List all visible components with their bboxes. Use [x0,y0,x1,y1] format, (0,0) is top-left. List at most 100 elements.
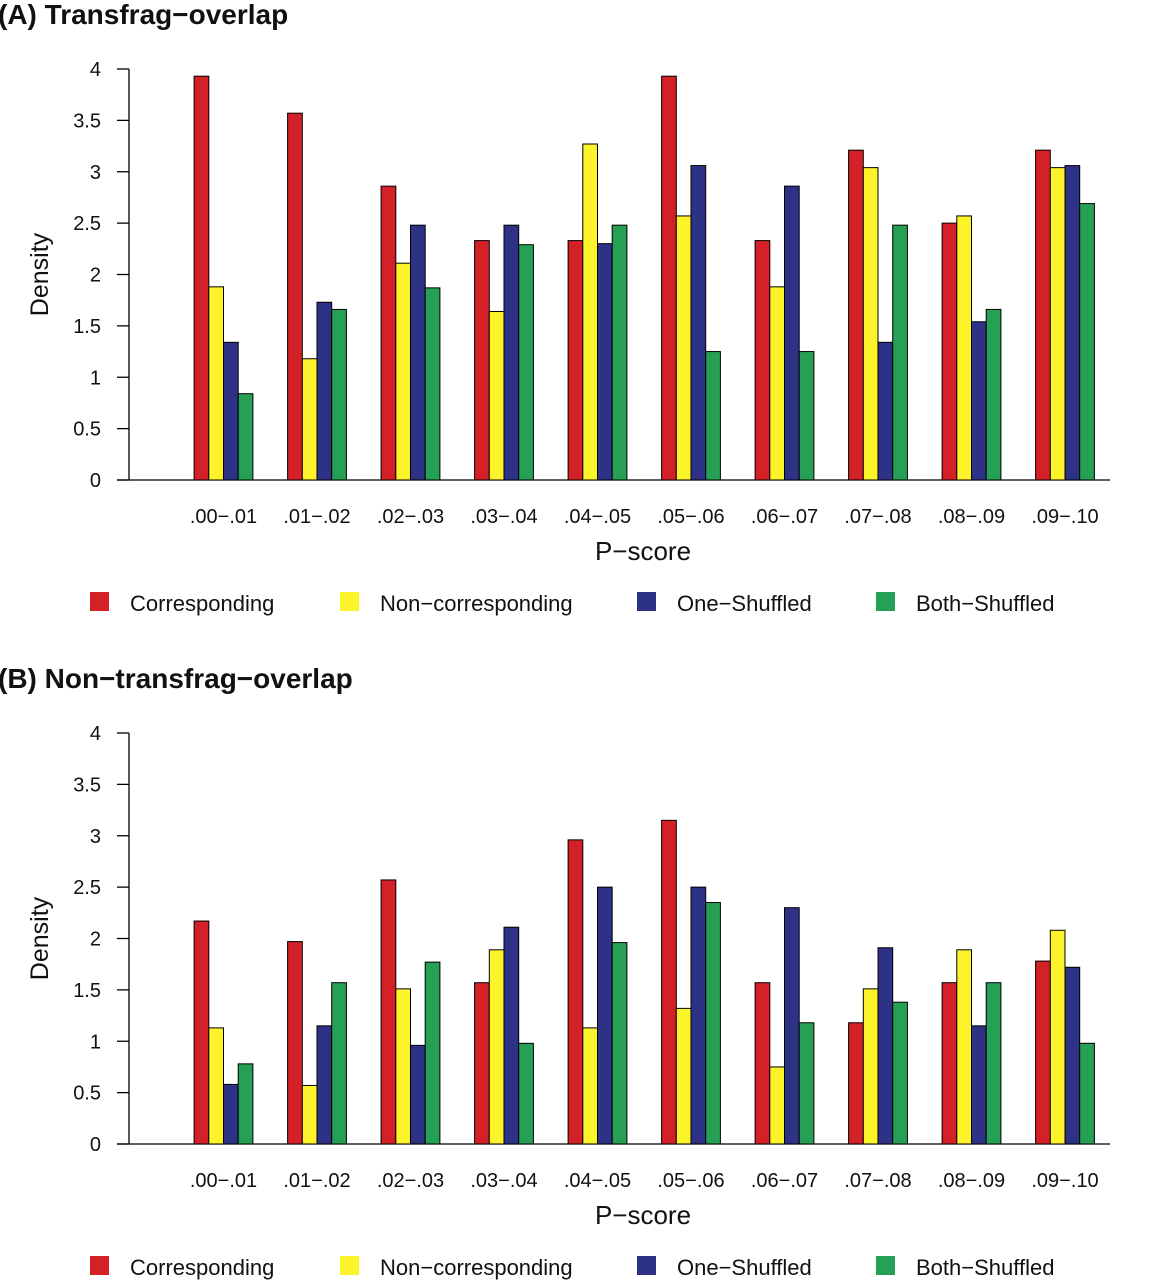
legend-label: Non−corresponding [380,591,573,616]
bar-both-shuffled-7 [892,224,908,481]
bar-both-shuffled-8 [985,982,1002,1145]
bar-corresponding-8 [941,222,958,481]
x-tick-label: .04−.05 [564,506,631,528]
legend-swatch-1 [340,1256,359,1275]
bar-corresponding-8 [941,982,958,1145]
x-tick-label: .07−.08 [844,506,911,528]
bar-one-shuffled-6 [784,907,800,1145]
legend-swatch-0 [90,1256,109,1275]
x-tick-label: .09−.10 [1031,506,1098,528]
bar-both-shuffled-5 [705,351,721,481]
x-axis-label: P−score [595,1200,691,1230]
bar-both-shuffled-7 [892,1001,908,1145]
y-tick-label: 1.5 [73,980,101,1002]
bar-one-shuffled-2 [410,224,426,481]
legend-label: Corresponding [130,1255,274,1280]
bar-one-shuffled-1 [316,1025,333,1145]
bar-one-shuffled-7 [877,341,894,481]
bar-both-shuffled-3 [518,244,534,481]
chart-title: (A) Transfrag−overlap [0,0,288,30]
bar-corresponding-4 [567,240,584,481]
y-tick-label: 2.5 [73,877,101,899]
bar-corresponding-6 [754,982,771,1145]
bar-non-corresponding-1 [301,1084,318,1145]
bar-one-shuffled-9 [1064,165,1081,481]
bar-corresponding-4 [567,839,584,1145]
x-tick-label: .06−.07 [751,506,818,528]
bar-non-corresponding-2 [395,988,411,1145]
legend-label: One−Shuffled [677,591,812,616]
bar-non-corresponding-2 [395,262,411,481]
legend-label: Non−corresponding [380,1255,573,1280]
bar-one-shuffled-5 [690,886,707,1145]
bar-non-corresponding-3 [488,310,505,481]
x-tick-label: .03−.04 [470,1170,537,1192]
bar-corresponding-9 [1035,960,1051,1145]
x-tick-label: .04−.05 [564,1170,631,1192]
bar-non-corresponding-7 [862,167,879,481]
x-tick-label: .02−.03 [377,1170,444,1192]
bar-corresponding-7 [848,1022,864,1145]
legend-swatch-2 [637,592,656,611]
bar-non-corresponding-9 [1049,929,1066,1145]
bar-non-corresponding-6 [769,1066,785,1145]
legend-label: One−Shuffled [677,1255,812,1280]
bar-one-shuffled-8 [971,1025,987,1145]
x-tick-label: .02−.03 [377,506,444,528]
bar-non-corresponding-8 [956,215,972,481]
bar-one-shuffled-3 [503,926,520,1145]
y-tick-label: 1 [90,367,101,389]
bar-corresponding-0 [193,75,210,481]
bar-both-shuffled-2 [424,287,441,481]
bar-both-shuffled-8 [985,308,1002,481]
bar-one-shuffled-4 [597,243,613,481]
chart-title: (B) Non−transfrag−overlap [0,663,353,694]
bar-non-corresponding-4 [582,143,598,481]
legend-label: Both−Shuffled [916,591,1054,616]
y-tick-label: 2.5 [73,213,101,235]
bar-corresponding-1 [287,941,303,1145]
bar-corresponding-3 [474,240,490,481]
bar-both-shuffled-6 [798,1022,815,1145]
bar-corresponding-0 [193,920,210,1145]
bar-both-shuffled-4 [611,942,628,1145]
legend-label: Corresponding [130,591,274,616]
bar-both-shuffled-4 [611,224,628,481]
y-tick-label: 0 [90,470,101,492]
y-tick-label: 2 [90,929,101,951]
bar-corresponding-5 [661,819,677,1145]
y-tick-label: 3 [90,826,101,848]
y-tick-label: 3 [90,162,101,184]
bar-both-shuffled-9 [1079,203,1095,481]
bar-non-corresponding-7 [862,988,879,1145]
legend-swatch-3 [876,1256,895,1275]
bar-corresponding-3 [474,982,490,1145]
bar-both-shuffled-3 [518,1042,534,1145]
y-tick-label: 0.5 [73,1083,101,1105]
bar-both-shuffled-1 [331,982,347,1145]
bar-both-shuffled-2 [424,961,441,1145]
y-tick-label: 3.5 [73,110,101,132]
bar-non-corresponding-3 [488,949,505,1145]
bar-corresponding-1 [287,112,303,481]
x-tick-label: .08−.09 [938,1170,1005,1192]
legend-label: Both−Shuffled [916,1255,1054,1280]
legend-swatch-0 [90,592,109,611]
legend-swatch-1 [340,592,359,611]
legend-swatch-3 [876,592,895,611]
bar-both-shuffled-1 [331,308,347,481]
bar-one-shuffled-5 [690,165,707,481]
bar-both-shuffled-5 [705,902,721,1145]
bar-non-corresponding-4 [582,1027,598,1145]
bar-non-corresponding-9 [1049,167,1066,481]
x-tick-label: .00−.01 [190,1170,257,1192]
y-tick-label: 4 [90,723,101,745]
y-tick-label: 4 [90,59,101,81]
x-tick-label: .09−.10 [1031,1170,1098,1192]
x-tick-label: .03−.04 [470,506,537,528]
bar-non-corresponding-6 [769,286,785,481]
bar-non-corresponding-0 [208,286,225,481]
bar-one-shuffled-1 [316,301,333,481]
bar-both-shuffled-0 [237,393,254,481]
